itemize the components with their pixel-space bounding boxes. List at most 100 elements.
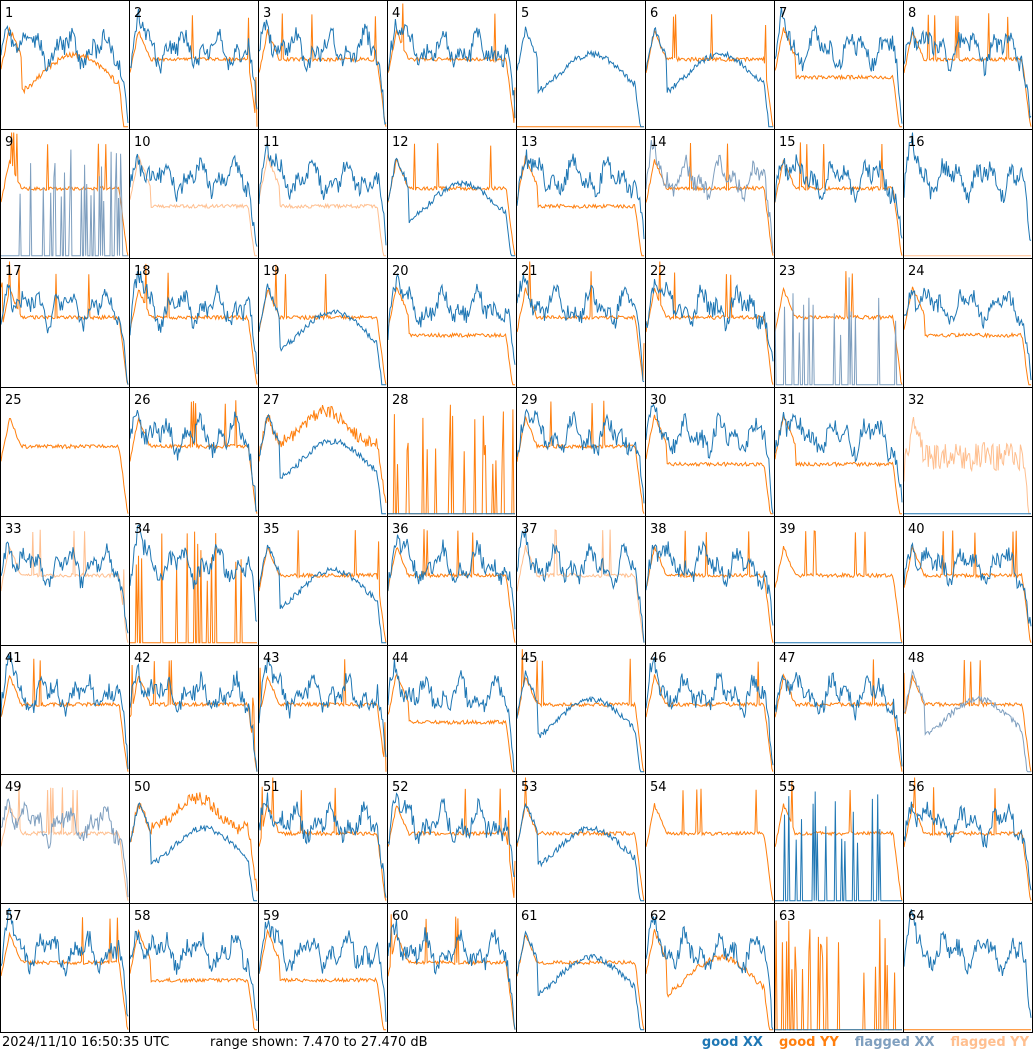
panel-47-yy-line [774,659,903,772]
panel-37-label: 37 [521,522,538,537]
panel-47-xx-line [774,672,903,767]
panel-14-xx-line [645,139,774,254]
panel-34-xx-line [129,524,258,622]
panel-19-yy-line [258,264,387,385]
panel-23: 23 [774,258,904,388]
panel-2: 2 [129,0,259,130]
panel-31-yy-line [774,414,902,515]
panel-6: 6 [645,0,775,130]
panel-46-yy-line [645,661,774,772]
panel-58: 58 [129,903,259,1033]
panel-8: 8 [903,0,1033,130]
panel-20-label: 20 [392,264,409,279]
panel-38-label: 38 [650,522,667,537]
panel-6-frame [645,0,775,130]
panel-32-yy-line [903,417,1031,515]
panel-5: 5 [516,0,646,130]
panel-43: 43 [258,645,388,775]
panel-33: 33 [0,516,130,646]
panel-18-label: 18 [134,264,151,279]
panel-64-label: 64 [908,909,925,924]
panel-47-label: 47 [779,651,796,666]
panel-29: 29 [516,387,646,517]
panel-62-xx-line [645,916,774,1030]
panel-48-xx-line [903,669,1031,773]
panel-44-xx-line [387,659,516,773]
panel-31-label: 31 [779,393,796,408]
panel-24: 24 [903,258,1033,388]
panel-50: 50 [129,774,259,904]
panel-3-label: 3 [263,6,271,21]
panel-21-yy-line [516,261,645,381]
panel-57-yy-line [0,917,129,1030]
panel-3-frame [258,0,388,130]
panel-10-label: 10 [134,135,151,150]
legend-flagged-xx: flagged XX [854,1035,935,1050]
panel-51-xx-line [258,792,387,898]
panel-12-label: 12 [392,135,409,150]
panel-18-xx-line [129,271,258,375]
panel-9-xx-line [1,149,128,257]
panel-29-label: 29 [521,393,538,408]
panel-60-xx-line [387,919,516,1030]
panel-55-yy-line [774,780,903,901]
panel-8-yy-line [903,13,1032,127]
panel-4-xx-line [387,18,516,119]
panel-58-xx-line [129,930,258,1021]
panel-33-label: 33 [5,522,22,537]
panel-50-yy-line [129,792,258,892]
timestamp-label: 2024/11/10 16:50:35 UTC [2,1035,170,1050]
panel-53-label: 53 [521,780,538,795]
panel-53-yy-line [516,777,645,901]
panel-41-xx-line [0,653,129,770]
panel-17-label: 17 [5,264,22,279]
panel-44-label: 44 [392,651,409,666]
panel-47: 47 [774,645,904,775]
panel-63-label: 63 [779,909,796,924]
panel-2-xx-line [129,8,258,110]
panel-9-label: 9 [5,135,13,150]
panel-51: 51 [258,774,388,904]
panel-43-label: 43 [263,651,280,666]
panel-19: 19 [258,258,388,388]
panel-14: 14 [645,129,775,259]
panel-24-yy-line [903,286,1031,386]
panel-26: 26 [129,387,259,517]
panel-56-label: 56 [908,780,925,795]
panel-11-label: 11 [263,135,280,150]
panel-51-yy-line [258,777,387,901]
panel-33-yy-line [0,529,129,643]
panel-55: 55 [774,774,904,904]
panel-40-label: 40 [908,522,925,537]
panel-39: 39 [774,516,904,646]
panel-34-label: 34 [134,522,151,537]
panel-28: 28 [387,387,517,517]
panel-33-xx-line [0,541,129,634]
legend-flagged-yy: flagged YY [950,1035,1030,1050]
panel-38: 38 [645,516,775,646]
panel-42-label: 42 [134,651,151,666]
panel-56: 56 [903,774,1033,904]
panel-16-label: 16 [908,135,925,150]
panel-13-xx-line [516,149,645,240]
panel-11-yy-line [258,154,386,257]
panel-13: 13 [516,129,646,259]
panel-56-yy-line [903,777,1032,901]
panel-5-xx-line [516,26,644,128]
panel-4-frame [387,0,517,130]
panel-40-xx-line [903,541,1032,627]
panel-34-yy-line [130,531,257,644]
panel-15-xx-line [774,154,903,239]
panel-60-yy-line [387,914,516,1030]
panel-43-yy-line [258,659,387,772]
panel-49: 49 [0,774,130,904]
panel-21-label: 21 [521,264,538,279]
panel-41: 41 [0,645,130,775]
panel-6-label: 6 [650,6,658,21]
panel-8-label: 8 [908,6,916,21]
panel-38-xx-line [645,540,774,626]
panel-48: 48 [903,645,1033,775]
panel-36: 36 [387,516,517,646]
panel-34: 34 [129,516,259,646]
panel-50-label: 50 [134,780,151,795]
